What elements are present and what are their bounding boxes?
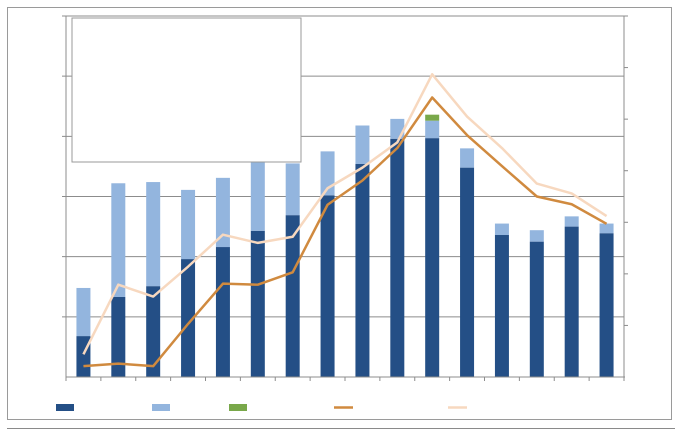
bar-segment-series-2 (460, 148, 475, 168)
bottom-rule (7, 428, 675, 429)
bar-segment-series-2 (285, 163, 300, 216)
bar-segment-series-1 (111, 296, 126, 377)
bar-segment-series-2 (355, 125, 370, 165)
bar-segment-series-1 (390, 138, 405, 377)
legend-swatch-series-3 (229, 404, 247, 411)
bar-segment-series-2 (215, 177, 230, 248)
bar-segment-series-2 (146, 182, 161, 287)
bar-segment-series-1 (494, 235, 509, 377)
gridlines-right (624, 15, 628, 326)
legend-swatch-series-2 (152, 404, 170, 411)
x-ticks (65, 377, 625, 381)
bar-segment-series-2 (250, 161, 265, 231)
line-series (82, 73, 608, 368)
bar-segment-series-2 (181, 189, 196, 260)
line-series-2 (82, 73, 608, 355)
bar-segment-series-2 (111, 183, 126, 297)
bar-segment-series-1 (320, 195, 335, 377)
inset-text-box (71, 17, 302, 163)
legend-swatch-series-1 (56, 404, 74, 411)
bar-segment-series-1 (564, 226, 579, 377)
bar-segment-series-1 (425, 138, 440, 377)
bar-segment-series-1 (355, 164, 370, 377)
bar-segment-series-2 (425, 120, 440, 139)
bar-segment-series-1 (146, 286, 161, 377)
bar-segment-series-2 (76, 287, 91, 337)
bar-segment-series-2 (529, 230, 544, 242)
bar-segment-series-1 (460, 167, 475, 377)
line-series-1 (83, 96, 608, 368)
bar-segment-series-2 (320, 151, 335, 196)
bar-segment-series-2 (599, 223, 614, 234)
bar-segment-series-1 (599, 233, 614, 377)
bar-segment-series-3 (425, 114, 440, 121)
bar-segment-series-2 (494, 223, 509, 236)
legend (56, 404, 467, 411)
bar-segment-series-1 (250, 230, 265, 377)
bar-segment-series-2 (564, 216, 579, 227)
bar-series (76, 114, 614, 377)
bar-segment-series-1 (181, 259, 196, 377)
bar-segment-series-2 (390, 118, 405, 139)
bar-segment-series-1 (215, 247, 230, 377)
bar-segment-series-1 (529, 241, 544, 377)
bar-segment-series-1 (285, 215, 300, 377)
